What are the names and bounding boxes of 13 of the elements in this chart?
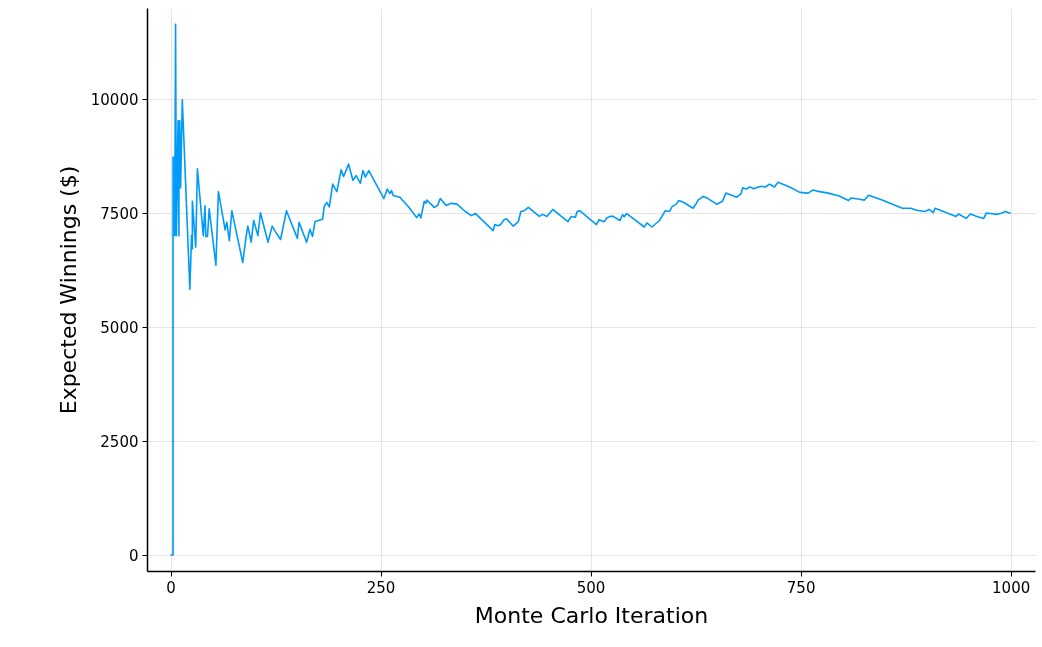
y-tick-label: 7500	[100, 204, 139, 223]
y-tick-label: 10000	[90, 90, 139, 109]
y-tick-label: 2500	[100, 432, 139, 451]
y-tick-label: 0	[128, 546, 139, 565]
x-tick-label: 750	[786, 578, 816, 597]
y-tick-label: 5000	[100, 318, 139, 337]
y-axis-title: Expected Winnings ($)	[55, 165, 81, 415]
x-axis-title: Monte Carlo Iteration	[474, 602, 709, 628]
x-tick-label: 250	[366, 578, 396, 597]
x-tick-label: 500	[576, 578, 606, 597]
x-tick-label: 0	[166, 578, 176, 597]
x-tick-label: 1000	[992, 578, 1031, 597]
line-series	[169, 23, 1012, 556]
